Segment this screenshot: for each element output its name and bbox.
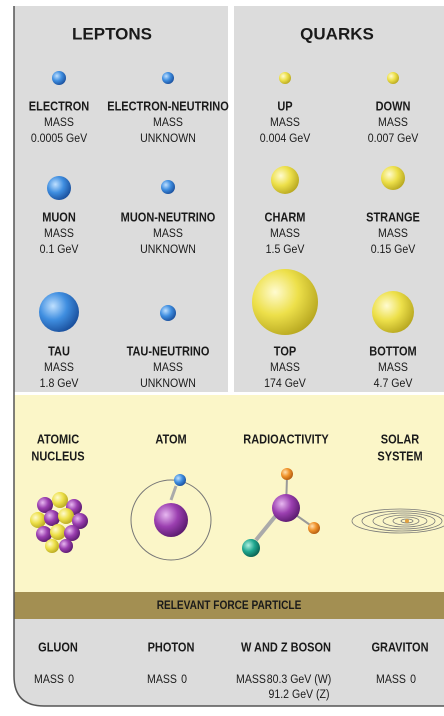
force-header: RELEVANT FORCE PARTICLE [157, 599, 302, 612]
group-title: LEPTONS [72, 24, 152, 43]
particle-sphere [387, 72, 399, 84]
particle-sphere [52, 71, 66, 85]
particle-name: TOP [274, 345, 297, 359]
mass-label: MASS [378, 117, 408, 130]
mass-label: MASS [153, 228, 183, 241]
force-name: GRAVITON [371, 641, 428, 655]
particle-sphere [160, 305, 176, 321]
mass-value: 0 [68, 674, 74, 687]
force-name: GLUON [38, 641, 78, 655]
mass-label: MASS [153, 362, 183, 375]
force-name: W AND Z BOSON [241, 641, 331, 655]
structure-label: SYSTEM [377, 450, 422, 464]
particle-name: MUON [42, 211, 76, 225]
particle-sphere [161, 180, 175, 194]
mass-value: 1.5 GeV [266, 244, 305, 257]
page: {"leptons": {"title": "LEPTONS", "partic… [0, 0, 444, 716]
mass-label: MASS [376, 674, 406, 687]
mass-value: 0.0005 GeV [31, 133, 88, 146]
divider [228, 6, 234, 392]
structure-panel [14, 392, 444, 592]
force-panel [14, 619, 444, 709]
structure-label: RADIOACTIVITY [243, 433, 329, 447]
infographic: LEPTONS QUARKS ELECTRON MASS 0.0005 GeV ELECT… [0, 0, 444, 716]
particle-sphere [47, 176, 71, 200]
particle-name: ELECTRON [29, 100, 89, 114]
mass-label: MASS [270, 362, 300, 375]
mass-label: MASS [378, 362, 408, 375]
particle-name: UP [277, 100, 292, 114]
mass-value: 174 GeV [264, 378, 306, 391]
structure-label: ATOM [155, 433, 187, 447]
group-title: QUARKS [300, 24, 374, 43]
mass-label: MASS [44, 228, 74, 241]
mass-value: 0 [181, 674, 187, 687]
particle-sphere [39, 292, 79, 332]
mass-label: MASS [270, 117, 300, 130]
mass-value: UNKNOWN [140, 244, 196, 257]
mass-value: 0 [410, 674, 416, 687]
mass-label: MASS [147, 674, 177, 687]
mass-value: 91.2 GeV (Z) [268, 689, 329, 702]
mass-label: MASS [153, 117, 183, 130]
structure-label: NUCLEUS [31, 450, 84, 464]
force-name: PHOTON [148, 641, 195, 655]
particle-sphere [252, 269, 318, 335]
mass-label: MASS [44, 117, 74, 130]
mass-value: 0.007 GeV [368, 133, 419, 146]
mass-value: 0.004 GeV [260, 133, 311, 146]
mass-value: UNKNOWN [140, 378, 196, 391]
mass-value: UNKNOWN [140, 133, 196, 146]
particle-sphere [372, 291, 414, 333]
particle-name: CHARM [265, 211, 306, 225]
divider [14, 392, 444, 395]
mass-label: MASS [34, 674, 64, 687]
structure-label: SOLAR [381, 433, 420, 447]
particle-name: ELECTRON-NEUTRINO [107, 100, 229, 114]
particle-name: TAU-NEUTRINO [127, 345, 210, 359]
particle-name: DOWN [376, 100, 411, 114]
particle-sphere [271, 166, 299, 194]
particle-name: TAU [48, 345, 70, 359]
mass-value: 4.7 GeV [374, 378, 413, 391]
particle-sphere [381, 166, 405, 190]
particle-name: STRANGE [366, 211, 420, 225]
structure-label: ATOMIC [37, 433, 80, 447]
mass-value: 0.15 GeV [371, 244, 416, 257]
mass-value: 80.3 GeV (W) [267, 674, 332, 687]
particle-name: BOTTOM [369, 345, 417, 359]
mass-label: MASS [44, 362, 74, 375]
particle-sphere [279, 72, 291, 84]
particle-name: MUON-NEUTRINO [121, 211, 216, 225]
mass-value: 1.8 GeV [40, 378, 79, 391]
mass-label: MASS [236, 674, 266, 687]
particle-sphere [162, 72, 174, 84]
mass-value: 0.1 GeV [40, 244, 79, 257]
mass-label: MASS [270, 228, 300, 241]
mass-label: MASS [378, 228, 408, 241]
